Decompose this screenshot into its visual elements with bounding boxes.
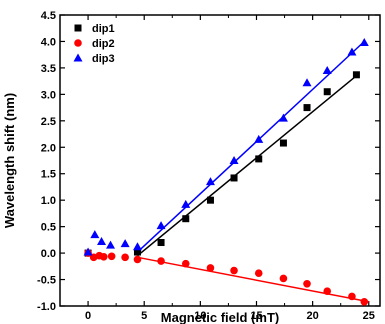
point-dip3 — [120, 239, 130, 248]
point-dip2 — [181, 259, 190, 268]
point-dip2 — [99, 252, 108, 261]
legend-marker-dip2 — [74, 39, 82, 47]
y-tick-label: 3.5 — [41, 63, 56, 75]
point-dip3 — [156, 221, 166, 230]
y-tick-label: 2.5 — [41, 116, 56, 128]
point-dip1 — [133, 248, 141, 256]
point-dip3 — [83, 247, 93, 256]
y-tick-label: 2.0 — [41, 142, 56, 154]
point-dip3 — [347, 47, 357, 56]
point-dip1 — [303, 104, 311, 112]
x-tick-label: 5 — [141, 310, 147, 322]
point-dip2 — [121, 253, 129, 262]
point-dip1 — [352, 71, 360, 79]
point-dip1 — [323, 88, 331, 96]
y-tick-label: 3.0 — [41, 89, 56, 101]
point-dip1 — [230, 174, 238, 182]
x-axis-label: Magnetic field (mT) — [161, 310, 279, 324]
x-tick-label: 25 — [363, 310, 375, 322]
x-tick-label: 10 — [194, 310, 206, 322]
point-dip2 — [206, 264, 215, 272]
point-dip3 — [181, 199, 191, 208]
legend-label-dip2: dip2 — [92, 38, 115, 50]
data-points — [83, 38, 369, 306]
point-dip1 — [206, 196, 214, 204]
point-dip1 — [255, 155, 263, 163]
point-dip2 — [107, 252, 116, 261]
y-tick-label: 1.5 — [41, 169, 56, 181]
point-dip3 — [97, 236, 107, 245]
legend-label-dip1: dip1 — [92, 23, 115, 35]
x-tick-label: 0 — [85, 310, 91, 322]
legend-marker-dip3 — [73, 53, 83, 62]
y-tick-label: -1.0 — [37, 301, 56, 313]
point-dip2 — [303, 279, 311, 288]
y-tick-label: 0.5 — [41, 222, 56, 234]
plot-area-border — [59, 14, 381, 307]
fit-lines — [136, 41, 369, 303]
point-dip3 — [132, 242, 142, 251]
point-dip3 — [205, 177, 215, 186]
y-tick-label: -0.5 — [37, 275, 56, 287]
point-dip3 — [359, 38, 369, 47]
y-tick-label: 1.0 — [41, 195, 56, 207]
legend-marker-dip1 — [74, 24, 82, 32]
point-dip2 — [279, 274, 288, 283]
point-dip3 — [229, 156, 239, 164]
y-axis-label: Wavelength shift (nm) — [2, 93, 17, 228]
point-dip3 — [322, 66, 332, 75]
point-dip3 — [90, 230, 100, 239]
legend-label-dip3: dip3 — [92, 53, 115, 65]
point-dip3 — [106, 240, 116, 249]
point-dip3 — [278, 113, 288, 122]
fit-line-dip3 — [136, 41, 364, 253]
point-dip3 — [302, 78, 312, 87]
point-dip1 — [157, 239, 165, 247]
point-dip2 — [230, 266, 238, 275]
fit-line-dip1 — [136, 74, 359, 257]
y-tick-label: 4.0 — [41, 36, 56, 48]
point-dip2 — [133, 255, 142, 264]
axis-ticks: 0 5 10 15 20 25 -1.0 -0.5 0.0 0.5 1.0 1.5 2.0 2.5 3.0 3… — [37, 10, 380, 322]
point-dip1 — [182, 215, 190, 223]
point-dip2 — [323, 287, 332, 295]
point-dip2 — [254, 269, 263, 277]
point-dip2 — [360, 297, 369, 306]
plot-frame — [59, 14, 381, 307]
y-tick-label: 0.0 — [41, 248, 56, 260]
y-tick-label: 4.5 — [41, 10, 56, 22]
fit-line-dip2 — [137, 256, 369, 303]
x-tick-label: 20 — [307, 310, 319, 322]
legend: dip1 dip2 dip3 — [73, 23, 115, 65]
point-dip2 — [348, 292, 356, 301]
point-dip2 — [157, 257, 165, 265]
x-tick-label: 15 — [250, 310, 262, 322]
point-dip1 — [279, 139, 287, 147]
point-dip3 — [254, 134, 264, 143]
